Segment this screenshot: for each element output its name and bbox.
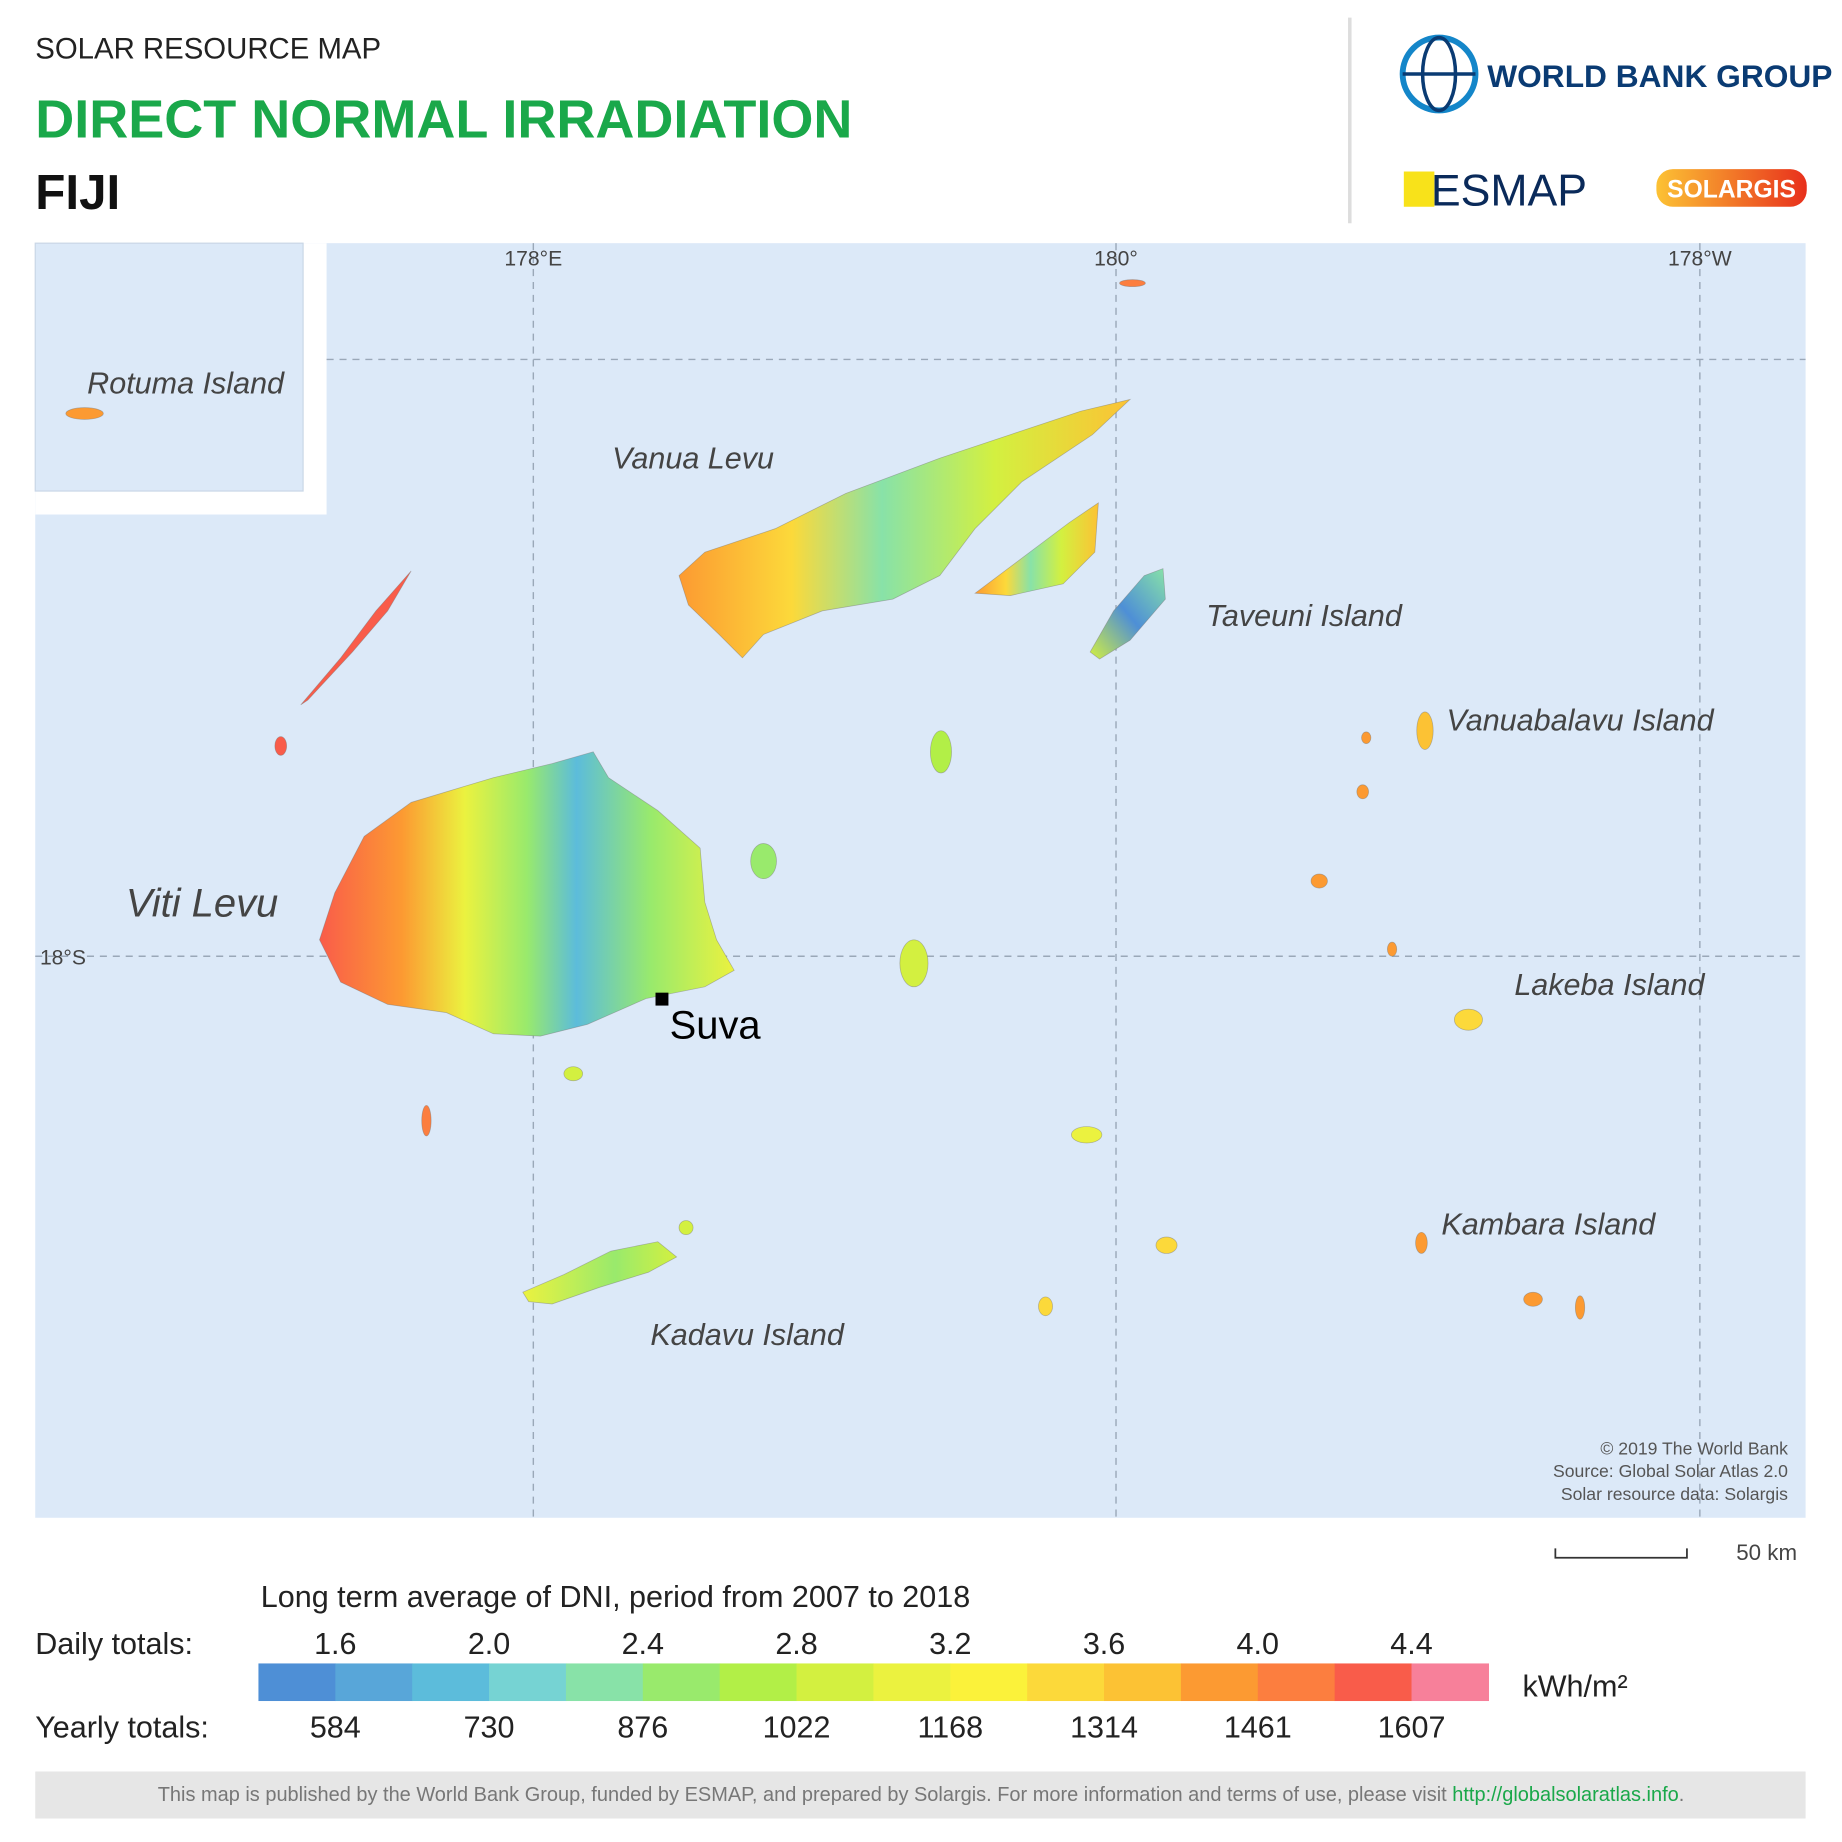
map bbox=[34, 242, 1806, 1518]
yearly-value: 1607 bbox=[1378, 1710, 1446, 1744]
yearly-value: 1022 bbox=[763, 1710, 831, 1744]
legend-swatch bbox=[1027, 1663, 1105, 1702]
map-labels: 178°E 180° 178°W 18°S Rotuma Island Vanua Lev… bbox=[40, 247, 1788, 1504]
credit: Source: Global Solar Atlas 2.0 bbox=[1553, 1461, 1788, 1481]
legend-swatch bbox=[1257, 1663, 1336, 1702]
solargis-logo: SOLARGIS bbox=[1656, 169, 1807, 207]
daily-value: 2.0 bbox=[468, 1627, 510, 1661]
place-label: Viti Levu bbox=[126, 881, 278, 925]
legend-swatch bbox=[1180, 1663, 1259, 1702]
daily-value: 2.8 bbox=[775, 1627, 817, 1661]
place-label: Rotuma Island bbox=[87, 367, 285, 401]
legend-swatch bbox=[873, 1663, 951, 1702]
legend-swatch bbox=[796, 1663, 875, 1702]
daily-value: 2.4 bbox=[622, 1627, 664, 1661]
grid-label: 18°S bbox=[40, 946, 86, 969]
legend-title: Long term average of DNI, period from 20… bbox=[261, 1580, 970, 1614]
legend-swatch bbox=[335, 1663, 413, 1702]
place-label: Kadavu Island bbox=[650, 1318, 845, 1352]
city-marker bbox=[655, 992, 669, 1006]
world-bank-logo: WORLD BANK GROUP bbox=[1399, 34, 1832, 114]
legend-swatch bbox=[1104, 1663, 1182, 1702]
daily-value: 1.6 bbox=[314, 1627, 356, 1661]
esmap-logo: ESMAP bbox=[1403, 167, 1587, 216]
footer-bar bbox=[35, 1771, 1806, 1819]
scale-label: 50 km bbox=[1736, 1540, 1797, 1565]
legend-swatch bbox=[1334, 1663, 1413, 1702]
footer-link[interactable]: http://globalsolaratlas.info bbox=[1452, 1784, 1678, 1806]
logo-text: ESMAP bbox=[1431, 167, 1587, 216]
legend-swatch bbox=[1411, 1663, 1489, 1702]
yearly-value: 730 bbox=[464, 1710, 515, 1744]
daily-value: 3.6 bbox=[1083, 1627, 1125, 1661]
country: FIJI bbox=[35, 165, 120, 220]
place-label: Vanuabalavu Island bbox=[1446, 704, 1714, 738]
yearly-value: 584 bbox=[310, 1710, 361, 1744]
credit: © 2019 The World Bank bbox=[1600, 1438, 1788, 1458]
grid-label: 178°W bbox=[1668, 247, 1732, 270]
place-label: Taveuni Island bbox=[1206, 599, 1403, 633]
place-label: Vanua Levu bbox=[612, 442, 774, 476]
daily-value: 4.0 bbox=[1237, 1627, 1279, 1661]
place-label: Lakeba Island bbox=[1514, 968, 1705, 1002]
yearly-label: Yearly totals: bbox=[35, 1710, 209, 1744]
yearly-value: 1314 bbox=[1070, 1710, 1138, 1744]
city-label: Suva bbox=[670, 1003, 762, 1047]
yearly-value: 1168 bbox=[917, 1710, 983, 1744]
daily-value: 4.4 bbox=[1390, 1627, 1432, 1661]
footer: This map is published by the World Bank … bbox=[158, 1784, 1685, 1806]
grid-label: 178°E bbox=[504, 247, 562, 270]
title: DIRECT NORMAL IRRADIATION bbox=[35, 89, 852, 149]
logo-text: WORLD BANK GROUP bbox=[1487, 58, 1832, 94]
legend: Long term average of DNI, period from 20… bbox=[35, 1580, 1627, 1744]
legend-swatch bbox=[258, 1663, 336, 1702]
place-label: Kambara Island bbox=[1441, 1208, 1656, 1242]
unit: kWh/m² bbox=[1522, 1669, 1627, 1703]
legend-swatch bbox=[565, 1663, 644, 1702]
footer-text: This map is published by the World Bank … bbox=[158, 1784, 1453, 1806]
legend-swatch bbox=[412, 1663, 490, 1702]
daily-label: Daily totals: bbox=[35, 1627, 193, 1661]
logo-text: SOLARGIS bbox=[1667, 176, 1796, 203]
footer-end: . bbox=[1679, 1784, 1685, 1806]
grid-label: 180° bbox=[1094, 247, 1138, 270]
daily-value: 3.2 bbox=[929, 1627, 971, 1661]
islands bbox=[65, 279, 1586, 1320]
legend-swatch bbox=[719, 1663, 798, 1702]
legend-swatch bbox=[642, 1663, 721, 1702]
kicker: SOLAR RESOURCE MAP bbox=[35, 33, 381, 66]
scale-bar: 50 km bbox=[1554, 1540, 1797, 1565]
yearly-value: 1461 bbox=[1224, 1710, 1292, 1744]
legend-swatch bbox=[950, 1663, 1028, 1702]
credit: Solar resource data: Solargis bbox=[1561, 1484, 1788, 1504]
legend-swatch bbox=[489, 1663, 567, 1702]
yearly-value: 876 bbox=[617, 1710, 668, 1744]
